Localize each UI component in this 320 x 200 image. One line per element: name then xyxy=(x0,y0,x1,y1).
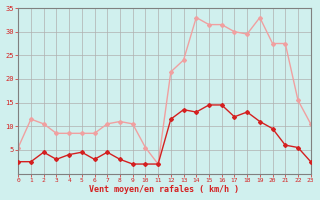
X-axis label: Vent moyen/en rafales ( km/h ): Vent moyen/en rafales ( km/h ) xyxy=(90,185,239,194)
